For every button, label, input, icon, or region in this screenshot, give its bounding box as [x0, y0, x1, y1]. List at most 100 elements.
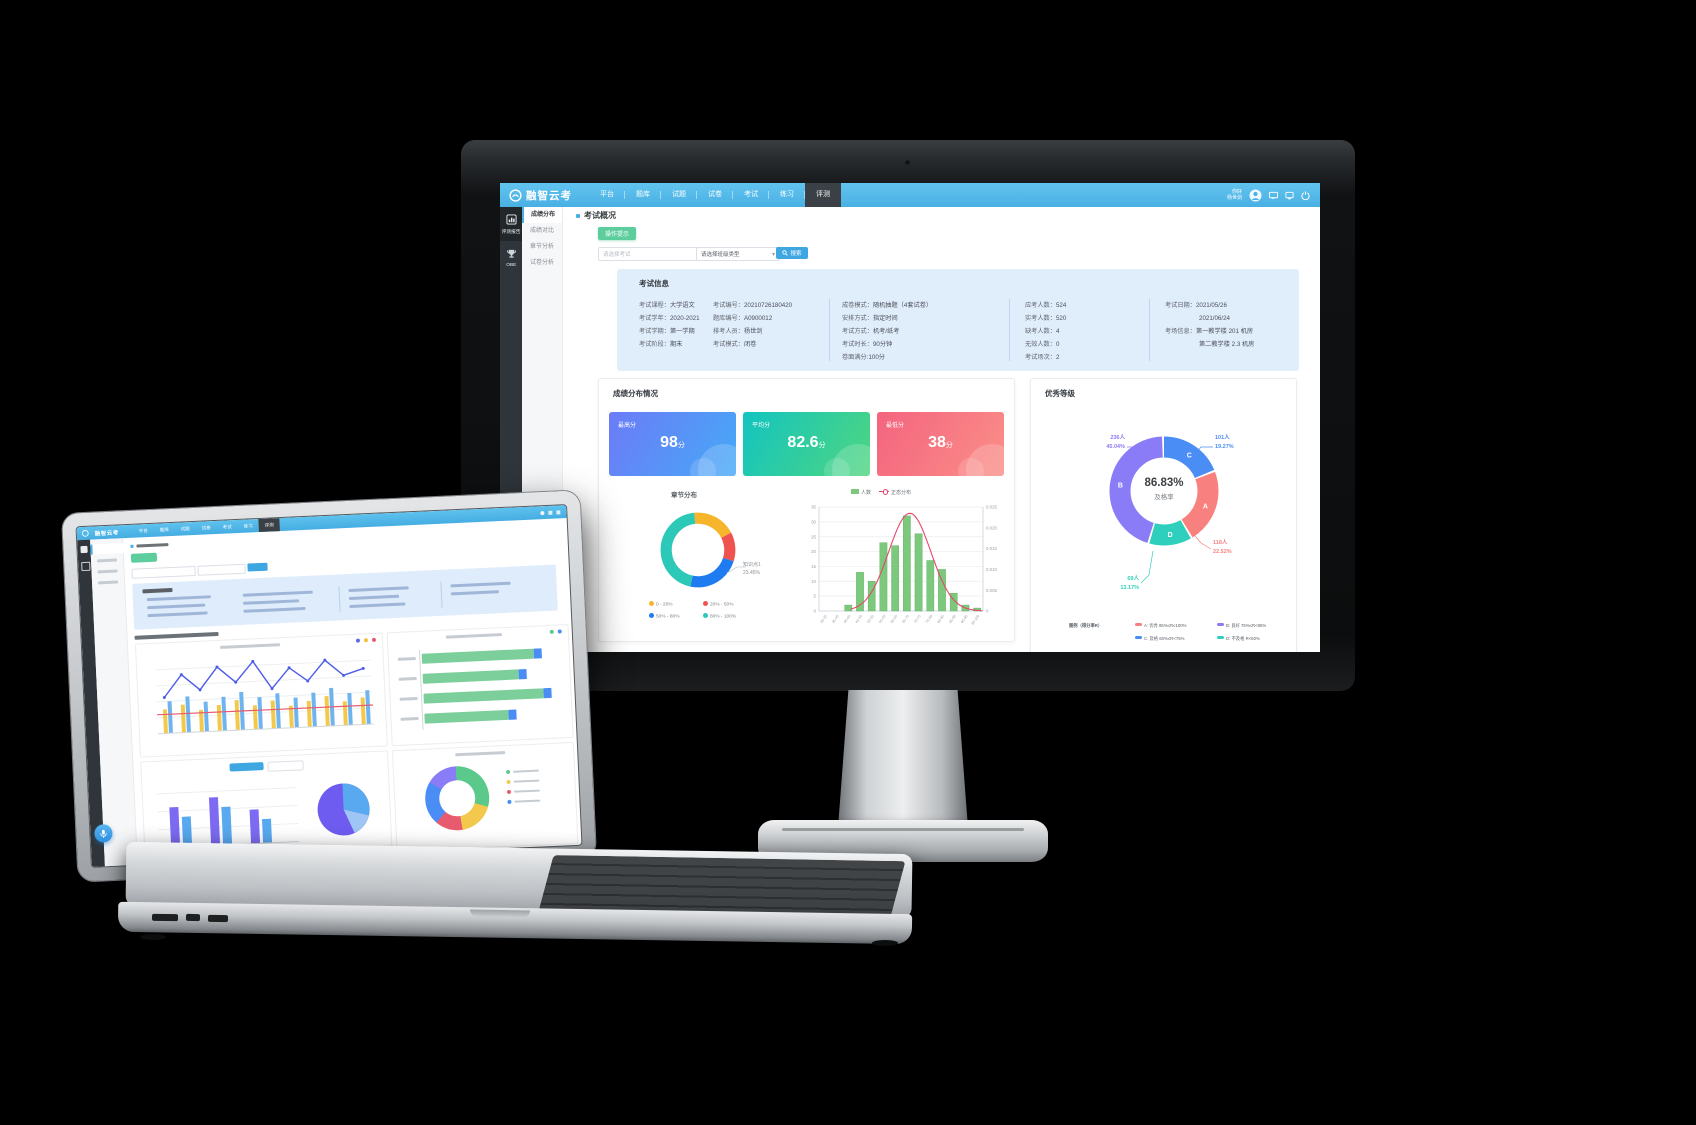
- nav-item-试卷[interactable]: 试卷: [697, 183, 733, 207]
- info-field: 考试模式：闭卷: [713, 341, 757, 348]
- info-column-3: 成卷模式：随机抽题（4套试卷） 安排方式：指定时间 考试方式：机考/纸考 考试时长：9…: [842, 299, 932, 364]
- chapter-chart-title: 章节分布: [671, 492, 697, 499]
- nav-item-题库[interactable]: 题库: [159, 527, 169, 533]
- svg-text:0.020: 0.020: [986, 525, 998, 530]
- avatar[interactable]: [540, 510, 545, 515]
- svg-text:C: C: [1187, 452, 1192, 459]
- message-icon[interactable]: [548, 510, 553, 515]
- svg-text:D: D: [1168, 532, 1173, 539]
- svg-text:0: 0: [814, 609, 817, 614]
- laptop-foot: [140, 934, 166, 940]
- nav-item-练习[interactable]: 练习: [243, 523, 253, 529]
- info-field: 实考人数：520: [1025, 315, 1067, 322]
- score-card-最低分: 最低分 38分: [877, 412, 1004, 476]
- laptop-donut-panel: [391, 741, 579, 853]
- info-column-5: 考试日期：2021/05/26 2021/06/24 考场信息：第一教学楼 201 …: [1165, 299, 1254, 351]
- grade-legend-D: D: 不及格 R<60%: [1217, 636, 1260, 642]
- nav-item-评测[interactable]: 评测: [805, 183, 841, 207]
- submenu-item-成绩对比[interactable]: 成绩对比: [529, 228, 554, 234]
- grade-callout-D: 69人 13.17%: [1120, 576, 1139, 591]
- fullscreen-icon[interactable]: [1285, 191, 1294, 200]
- info-field: 考试学年：2020-2021: [639, 315, 700, 322]
- score-card-value: 82.6分: [787, 434, 826, 451]
- laptop-page-title: [136, 543, 169, 548]
- floating-action-button[interactable]: [94, 823, 113, 843]
- decor-circle: [690, 458, 716, 476]
- laptop-port: [151, 913, 179, 922]
- submenu-item[interactable]: [97, 558, 118, 562]
- laptop-lid-notch: [469, 909, 531, 918]
- grade-callout-A: 118人 22.52%: [1213, 540, 1232, 555]
- info-field: 考试阶段：期末: [639, 341, 683, 348]
- search-button[interactable]: [247, 562, 268, 572]
- svg-text:15: 15: [811, 564, 816, 569]
- info-field: 考试场次：2: [1025, 354, 1060, 361]
- avatar[interactable]: [1249, 189, 1262, 202]
- submenu-item[interactable]: [98, 580, 119, 584]
- operation-tip-button[interactable]: 操作提示: [598, 227, 636, 240]
- bar-chart-icon[interactable]: [80, 545, 88, 554]
- nav-item-考试[interactable]: 考试: [222, 524, 232, 530]
- svg-text:A: A: [1203, 504, 1208, 511]
- svg-text:65-70: 65-70: [901, 614, 910, 624]
- svg-text:35-40: 35-40: [831, 614, 840, 624]
- svg-text:55-60: 55-60: [878, 614, 887, 624]
- nav-item-考试[interactable]: 考试: [733, 183, 769, 207]
- class-type-select[interactable]: [197, 563, 246, 576]
- svg-text:75-80: 75-80: [925, 614, 934, 624]
- user-greeting: 你好 杨世剑: [1226, 189, 1242, 201]
- submenu-item-成绩分布[interactable]: 成绩分布: [522, 207, 562, 223]
- laptop-port: [185, 913, 201, 922]
- power-icon[interactable]: [1301, 191, 1310, 200]
- submenu-item-试卷分析[interactable]: 试卷分析: [529, 260, 554, 266]
- power-icon[interactable]: [556, 509, 561, 515]
- grade-card-title: 优秀等级: [1045, 389, 1075, 398]
- score-card-label: 平均分: [752, 423, 771, 429]
- nav-item-练习[interactable]: 练习: [769, 183, 805, 207]
- info-field: 应考人数：524: [1025, 302, 1067, 309]
- exam-select-input[interactable]: [131, 565, 196, 579]
- rail-item-评测报告[interactable]: 评测报告: [500, 207, 522, 241]
- exam-select-input[interactable]: 请选择考试: [598, 247, 700, 261]
- svg-text:35: 35: [811, 505, 816, 510]
- message-icon[interactable]: [1269, 191, 1278, 200]
- laptop-bar-pie-chart: [156, 783, 370, 849]
- submenu-item-章节分析[interactable]: 章节分析: [529, 244, 554, 250]
- chapter-donut-chart: [660, 512, 736, 588]
- chapter-legend-item: 50% - 80%: [649, 613, 679, 620]
- nav-item-试题[interactable]: 试题: [661, 183, 697, 207]
- tab[interactable]: [267, 760, 304, 772]
- grade-donut-chart: C A D B: [1109, 436, 1219, 546]
- search-button[interactable]: 搜索: [776, 247, 808, 259]
- page-title: 考试概况: [584, 211, 616, 220]
- nav-item-平台[interactable]: 平台: [589, 183, 625, 207]
- svg-text:25: 25: [811, 534, 816, 539]
- submenu-item[interactable]: [97, 569, 118, 573]
- svg-text:0.025: 0.025: [986, 505, 998, 510]
- grade-legend-A: A: 优秀 85%≤R≤100%: [1135, 623, 1186, 629]
- trophy-icon[interactable]: [81, 561, 91, 572]
- nav-item-评测[interactable]: 评测: [258, 518, 280, 533]
- submenu-active-item[interactable]: [90, 543, 125, 555]
- laptop-line-chart-panel: [134, 632, 388, 758]
- nav-item-题库[interactable]: 题库: [625, 183, 661, 207]
- svg-text:85-90: 85-90: [948, 614, 957, 624]
- laptop-bar-pie-panel: [140, 750, 393, 864]
- monitor-camera: [905, 160, 910, 165]
- page-title-dot: [130, 544, 134, 548]
- info-field: 考试课程：大学语文: [639, 302, 695, 309]
- svg-text:95-100: 95-100: [971, 614, 981, 625]
- svg-text:45-50: 45-50: [855, 614, 864, 624]
- class-type-select[interactable]: 请选择班级类型 ▾: [696, 247, 780, 261]
- brand-logo[interactable]: 融智云考: [500, 188, 589, 203]
- operation-tip-button[interactable]: [130, 552, 158, 563]
- main-nav: 平台 题库 试题 试卷 考试 练习 评测: [589, 183, 841, 207]
- nav-item-试题[interactable]: 试题: [180, 526, 190, 532]
- info-field: 卷面满分:100分: [842, 354, 885, 361]
- info-field: 考场信息：第一教学楼 201 机房: [1165, 328, 1254, 335]
- svg-text:B: B: [1118, 482, 1123, 489]
- nav-item-平台[interactable]: 平台: [138, 528, 148, 534]
- tab-active[interactable]: [229, 762, 264, 772]
- nav-item-试卷[interactable]: 试卷: [201, 525, 211, 531]
- rail-item-OBE[interactable]: OBE: [500, 241, 522, 274]
